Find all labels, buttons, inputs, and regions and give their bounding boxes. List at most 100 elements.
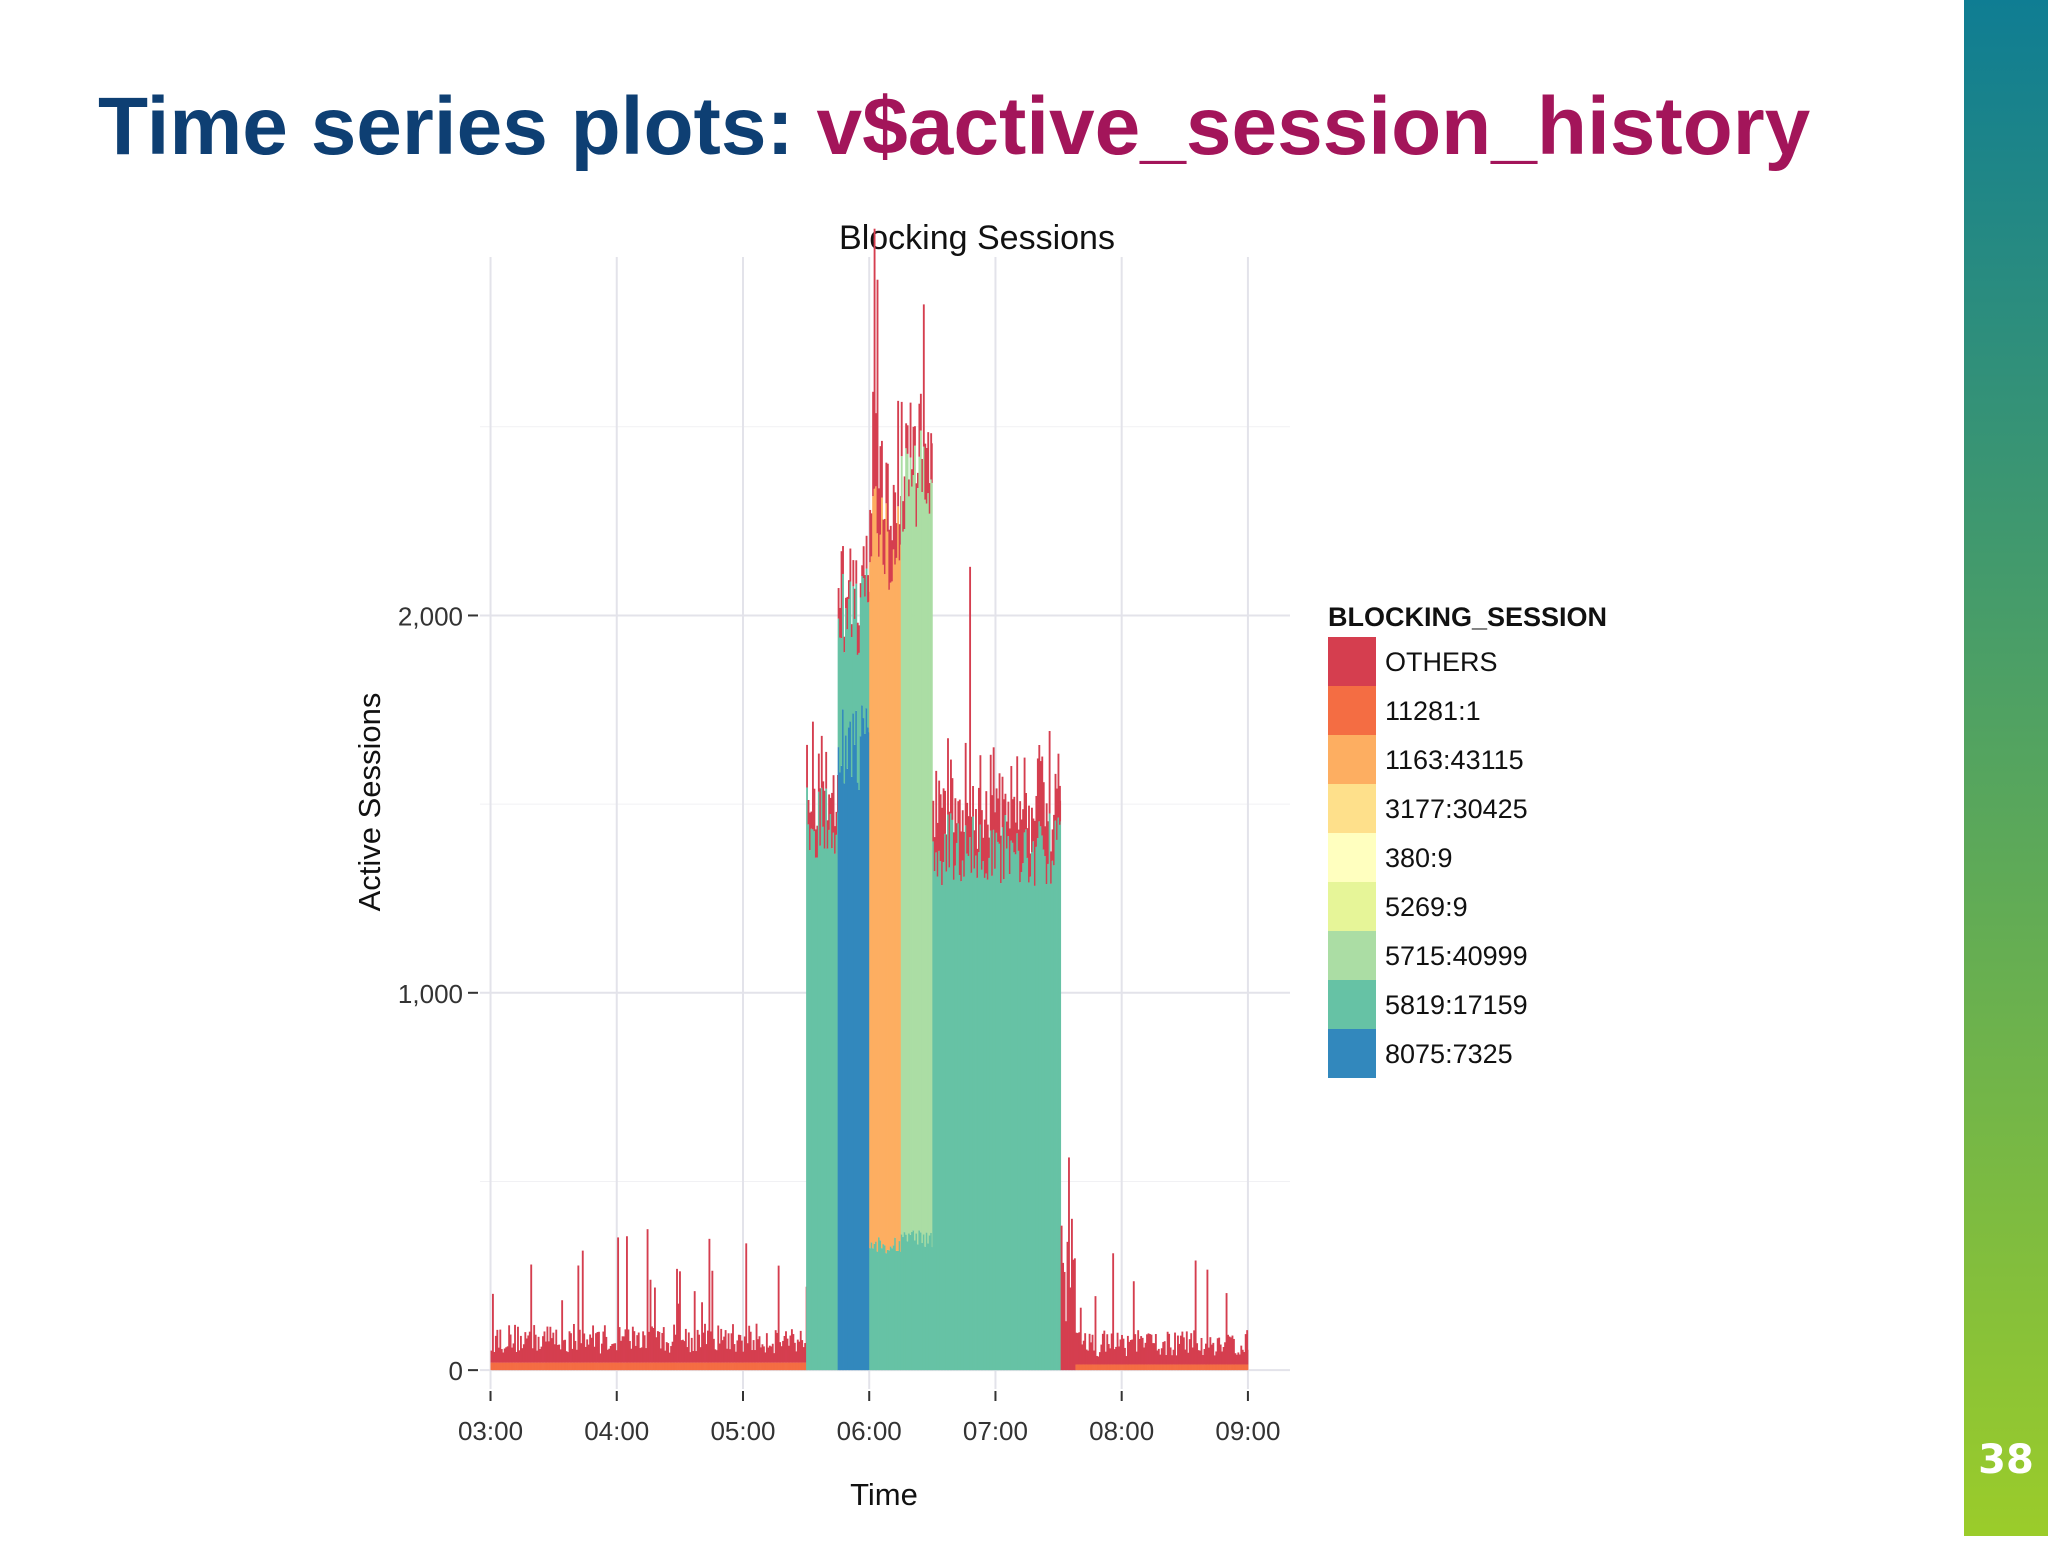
bar-segment [961,860,964,1371]
bar-segment [1063,1271,1066,1371]
bar-segment [1151,1364,1154,1371]
bar-segment [1048,813,1051,1371]
bar-segment [1231,1335,1234,1365]
bar-segment [602,1331,605,1363]
bar-segment [997,798,1000,842]
bar-segment [902,1237,905,1371]
bar-segment [1060,821,1062,1371]
bar-segment [774,1362,777,1371]
bar-segment [891,540,894,582]
bar-segment [565,1362,568,1371]
bar-segment [639,1362,642,1371]
bar-segment [820,735,823,788]
bar-segment [900,456,903,1235]
bar-segment [928,1235,931,1371]
bar-segment [593,1346,596,1363]
bar-segment [539,1362,541,1371]
bar-segment [733,1344,736,1363]
bar-segment [919,393,922,431]
bar-segment [960,881,963,1371]
bar-segment [897,400,900,507]
bar-segment [704,1323,706,1363]
bar-segment [1057,817,1060,1371]
bar-segment [730,1362,733,1371]
bar-segment [600,1362,603,1371]
bar-segment [876,1251,879,1371]
bar-segment [1078,1364,1081,1371]
bar-segment [627,1329,630,1363]
bar-segment [1153,1343,1156,1365]
bar-segment [661,1333,664,1363]
bar-segment [1023,832,1026,1371]
bar-segment [1221,1351,1224,1365]
bar-segment [1172,1364,1175,1371]
bar-segment [886,1249,889,1371]
bar-segment [1000,883,1002,1371]
bar-segment [767,1347,770,1363]
bar-segment [1096,1355,1098,1365]
bar-segment [1194,1364,1197,1371]
bar-segment [1137,1364,1140,1371]
bar-segment [662,1327,665,1363]
bar-segment [739,1335,742,1363]
bar-segment [637,1332,640,1363]
bar-segment [1109,1364,1112,1371]
bar-segment [490,1350,493,1363]
bar-segment [858,652,861,790]
bar-segment [957,801,960,824]
bar-segment [875,486,877,1242]
bar-segment [676,1268,678,1363]
bar-segment [1047,863,1050,1371]
bar-segment [804,1343,807,1363]
bar-segment [748,1362,751,1371]
bar-segment [922,1234,925,1371]
bar-segment [966,853,969,1371]
bar-segment [572,1323,575,1363]
bar-segment [938,850,941,1371]
bar-segment [1168,1364,1171,1371]
bar-segment [649,1362,652,1371]
bar-segment [545,1362,547,1371]
bar-segment [1151,1343,1154,1365]
bar-segment [1177,1364,1179,1371]
bar-segment [903,529,906,1233]
bar-segment [1188,1364,1191,1371]
bar-segment [837,747,840,1371]
bar-segment [595,1362,597,1371]
bar-segment [802,1347,805,1363]
bar-segment [878,1237,880,1371]
bar-segment [870,513,873,557]
bar-segment [906,1241,909,1371]
bar-segment [1122,1338,1125,1365]
bar-segment [564,1339,567,1363]
bar-segment [888,529,891,590]
bar-segment [966,802,969,854]
bar-segment [889,525,892,583]
bar-segment [724,1362,727,1371]
bar-segment [906,453,909,1242]
bar-segment [503,1362,506,1371]
bar-segment [714,1362,717,1371]
bar-segment [1118,1346,1120,1365]
bar-segment [1146,1334,1148,1365]
bar-segment [1215,1351,1218,1365]
bar-segment [1036,758,1039,839]
bar-segment [670,1362,673,1371]
bar-segment [916,472,919,488]
bar-segment [583,1362,586,1371]
bar-segment [1175,1364,1178,1371]
bar-segment [1231,1364,1234,1371]
bar-segment [598,1331,600,1363]
bar-segment [1185,1331,1188,1365]
bar-segment [1159,1364,1162,1371]
bar-segment [628,1341,631,1363]
bar-segment [574,1340,577,1363]
bar-segment [861,565,864,577]
bar-segment [914,1240,916,1371]
bar-segment [834,853,836,1371]
bar-segment [751,1350,754,1363]
bar-segment [695,1362,698,1371]
bar-segment [603,1325,606,1363]
bar-segment [779,1342,782,1363]
chart-area: Blocking Sessions 0 1,000 2,000 03:00 04:00 0… [118,194,1878,1536]
